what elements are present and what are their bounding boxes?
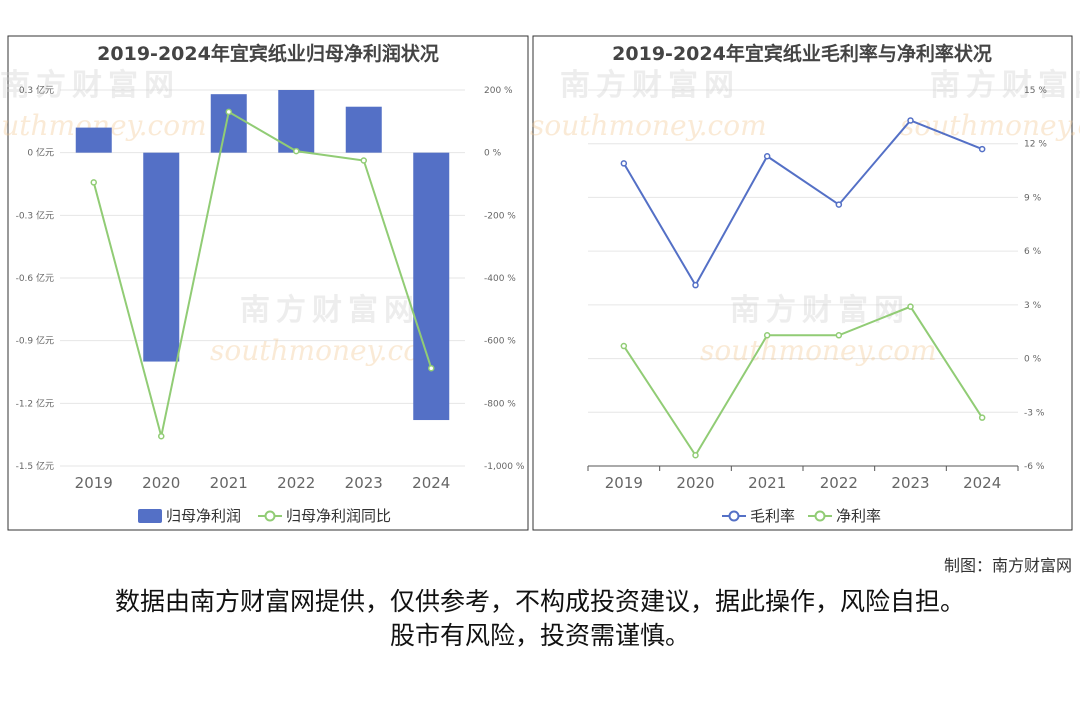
- right-lines: [620, 117, 986, 459]
- right-axis-tick-label: 12 %: [1024, 140, 1047, 150]
- series-line-path: [622, 119, 983, 288]
- series-point: [692, 452, 699, 459]
- x-axis-tick-label: 2022: [820, 474, 858, 492]
- chart-credit: 制图：南方财富网: [943, 556, 1072, 575]
- right-axis-tick-label: 200 %: [484, 86, 513, 96]
- right-axis-tick-label: -600 %: [484, 337, 516, 347]
- series-point: [692, 281, 699, 289]
- series-point: [835, 332, 843, 339]
- x-axis-tick-label: 2023: [345, 474, 383, 492]
- x-axis-tick-label: 2019: [75, 474, 113, 492]
- watermark-en: southmoney.com: [700, 334, 937, 367]
- disclaimer-line-2: 股市有风险，投资需谨慎。: [389, 621, 690, 650]
- x-axis-tick-label: 2020: [676, 474, 714, 492]
- watermark-en: southmoney.com: [210, 334, 447, 367]
- legend-swatch-point: [264, 510, 276, 522]
- right-legend: 毛利率 净利率: [722, 507, 881, 525]
- legend-swatch-point: [728, 510, 740, 522]
- legend-label: 归母净利润同比: [286, 507, 391, 525]
- right-axis-tick-label: -3 %: [1024, 408, 1045, 418]
- left-gridlines: [60, 89, 465, 467]
- left-legend: 归母净利润 归母净利润同比: [138, 507, 391, 525]
- watermark-en: southmoney.com: [900, 109, 1080, 142]
- x-axis-tick-label: 2021: [210, 474, 248, 492]
- x-axis-tick-label: 2023: [891, 474, 929, 492]
- right-axis-tick-label: 0 %: [484, 149, 502, 159]
- yoy-point: [225, 108, 232, 116]
- x-axis-tick-label: 2020: [142, 474, 180, 492]
- x-axis-tick-label: 2024: [412, 474, 450, 492]
- right-axis-tick-label: 6 %: [1024, 247, 1042, 257]
- series-point: [620, 342, 628, 350]
- legend-label: 毛利率: [750, 507, 795, 525]
- right-axis-tick-label: 9 %: [1024, 193, 1042, 203]
- x-axis-tick-label: 2024: [963, 474, 1001, 492]
- left-yoy-line: [90, 108, 435, 440]
- left-axis-tick-label: 0.3 亿元: [19, 84, 54, 96]
- left-axis-tick-label: -0.9 亿元: [16, 335, 54, 347]
- bar: [210, 94, 247, 153]
- bar: [278, 90, 315, 153]
- series-point: [907, 117, 914, 124]
- x-axis-tick-label: 2021: [748, 474, 786, 492]
- left-axis-tick-label: -0.3 亿元: [16, 209, 54, 221]
- watermark-cn: 南方财富网: [240, 293, 420, 328]
- yoy-point: [293, 147, 300, 155]
- left-axis-labels: 0.3 亿元 0 亿元 -0.3 亿元 -0.6 亿元 -0.9 亿元 -1.2 亿元 -1…: [16, 84, 525, 492]
- right-axis-tick-label: -200 %: [484, 211, 516, 221]
- series-point: [978, 145, 986, 153]
- legend-swatch-bar: [138, 509, 162, 523]
- series-point: [620, 160, 628, 167]
- series-point: [978, 414, 986, 421]
- yoy-point: [428, 364, 435, 372]
- right-panel-frame: [532, 35, 1073, 531]
- bar: [143, 152, 180, 362]
- watermark-cn: 南方财富网: [730, 293, 910, 328]
- watermark-cn: 南方财富网: [560, 68, 740, 103]
- series-point: [835, 201, 843, 208]
- left-bars: [75, 90, 450, 421]
- left-axis-tick-label: 0 亿元: [27, 147, 54, 159]
- right-axis-tick-label: 15 %: [1024, 86, 1047, 96]
- left-chart-title: 2019-2024年宜宾纸业归母净利润状况: [97, 42, 439, 65]
- series-line-path: [622, 305, 984, 458]
- right-watermark: 南方财富网 southmoney.com 南方财富网 southmoney.com 南方…: [530, 68, 1080, 367]
- right-axis-tick-label: -1,000 %: [484, 462, 525, 472]
- legend-label: 归母净利润: [166, 507, 241, 525]
- right-axis-tick-label: -400 %: [484, 274, 516, 284]
- series-point: [763, 152, 771, 160]
- right-axis-tick-label: 3 %: [1024, 301, 1042, 311]
- right-axis-labels: 15 % 12 % 9 % 6 % 3 % 0 % -3 % -6 % 2019 2020 2021…: [587, 86, 1047, 492]
- legend-swatch-point: [814, 510, 826, 522]
- yoy-point: [90, 179, 97, 186]
- disclaimer-line-1: 数据由南方财富网提供，仅供参考，不构成投资建议，据此操作，风险自担。: [114, 587, 965, 616]
- left-axis-tick-label: -1.5 亿元: [16, 460, 54, 472]
- x-axis-tick-label: 2019: [605, 474, 643, 492]
- right-chart-title: 2019-2024年宜宾纸业毛利率与净利率状况: [612, 42, 992, 65]
- right-axis-tick-label: -6 %: [1024, 462, 1045, 472]
- left-axis-tick-label: -1.2 亿元: [16, 397, 54, 409]
- legend-label: 净利率: [836, 507, 881, 525]
- bar: [75, 127, 112, 153]
- watermark-en: southmoney.com: [530, 109, 767, 142]
- yoy-point: [360, 157, 367, 164]
- bar: [345, 106, 382, 153]
- yoy-point: [158, 432, 165, 440]
- x-axis-tick-label: 2022: [277, 474, 315, 492]
- watermark-cn: 南方财富网: [930, 68, 1080, 103]
- right-axis-tick-label: 0 %: [1024, 355, 1042, 365]
- yoy-line-path: [92, 110, 433, 437]
- series-point: [907, 303, 914, 310]
- series-point: [763, 332, 771, 339]
- left-axis-tick-label: -0.6 亿元: [16, 272, 54, 284]
- right-axis-tick-label: -800 %: [484, 399, 516, 409]
- watermark-cn: 南方财富网: [0, 68, 180, 103]
- bar: [413, 152, 450, 421]
